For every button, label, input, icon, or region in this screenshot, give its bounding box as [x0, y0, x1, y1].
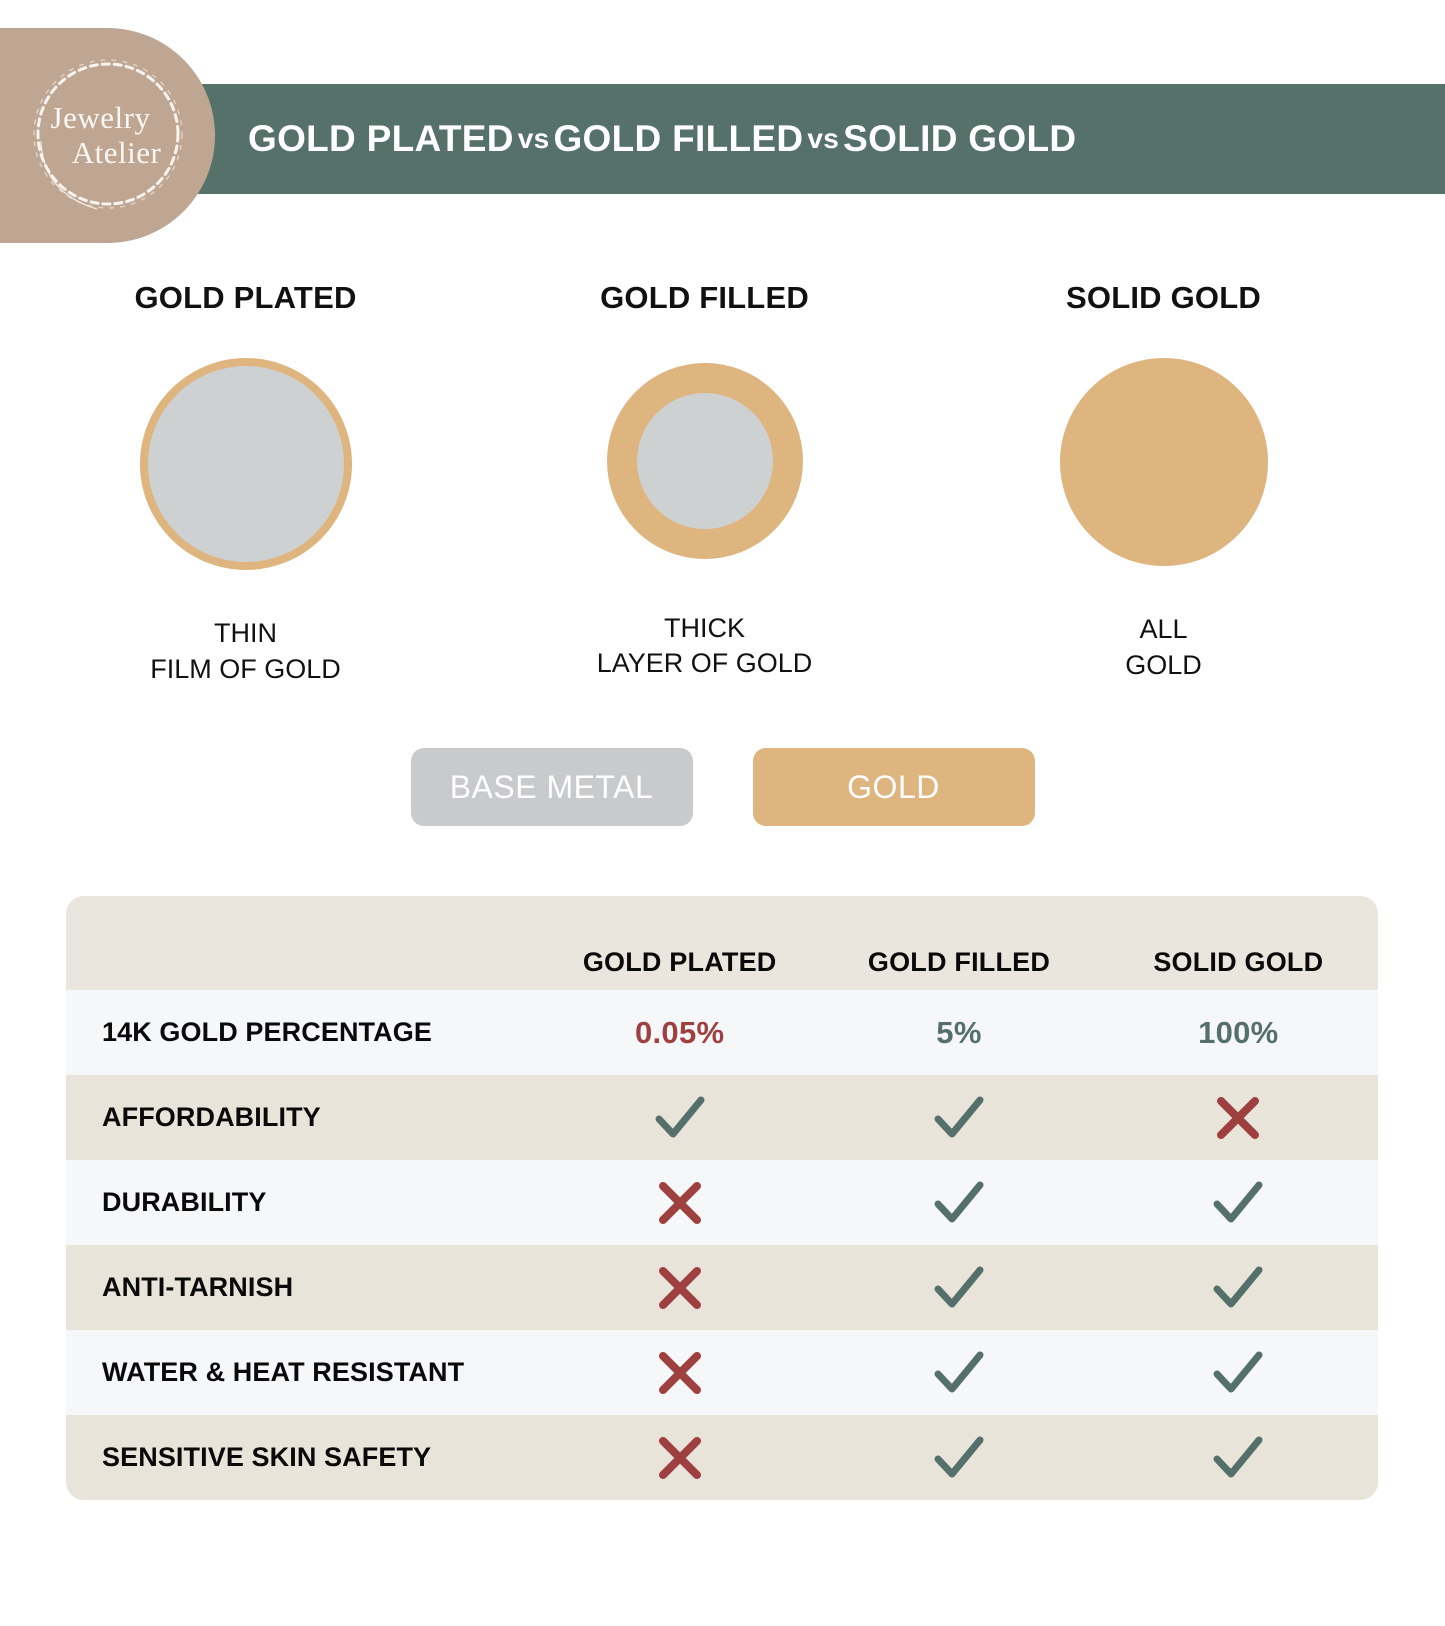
caption-line-1: THICK	[664, 612, 745, 643]
table-row: SENSITIVE SKIN SAFETY	[66, 1415, 1378, 1500]
row-label: SENSITIVE SKIN SAFETY	[102, 1442, 432, 1472]
check-icon	[934, 1096, 984, 1137]
caption-line-2: LAYER OF GOLD	[596, 648, 813, 679]
title-segment-2: GOLD FILLED	[553, 118, 804, 159]
check-icon	[1213, 1266, 1263, 1307]
check-icon	[934, 1181, 984, 1222]
page-title: GOLD PLATED vs GOLD FILLED vs SOLID GOLD	[248, 84, 1398, 194]
table-cell	[1099, 1075, 1378, 1160]
percentage-value: 0.05%	[634, 1014, 725, 1050]
check-icon	[1213, 1436, 1263, 1477]
title-segment-1: GOLD PLATED	[248, 118, 514, 159]
diagram-gold-filled: GOLD FILLED THICK LAYER OF GOLD	[475, 262, 934, 682]
row-label: 14K GOLD PERCENTAGE	[102, 1017, 432, 1047]
title-vs-1: vs	[517, 123, 550, 154]
diagram-solid-gold: SOLID GOLD ALL GOLD	[934, 262, 1393, 682]
comparison-table: GOLD PLATED GOLD FILLED SOLID GOLD 14K GOLD…	[66, 896, 1378, 1500]
cross-icon	[658, 1266, 701, 1309]
header-green-bar	[128, 84, 1445, 194]
caption-line-1: THIN	[214, 618, 277, 648]
page-header: GOLD PLATED vs GOLD FILLED vs SOLID GOLD…	[0, 0, 1445, 248]
solid-gold-disc-icon	[1059, 358, 1268, 566]
thick-gold-ring-icon	[606, 363, 803, 560]
check-icon	[934, 1436, 984, 1477]
caption-line-2: GOLD	[1125, 649, 1202, 680]
cross-icon	[658, 1351, 701, 1394]
check-icon	[655, 1096, 705, 1137]
table-cell	[819, 1075, 1098, 1160]
legend: BASE METAL GOLD	[0, 742, 1445, 832]
caption-line-2: FILM OF GOLD	[150, 653, 341, 684]
table-row: ANTI-TARNISH	[66, 1245, 1378, 1330]
table-cell	[1099, 1160, 1378, 1245]
table-cell	[540, 1160, 819, 1245]
table-cell	[540, 1245, 819, 1330]
table-row: DURABILITY	[66, 1160, 1378, 1245]
circle-holder-gold-plated	[139, 358, 352, 570]
row-label: ANTI-TARNISH	[102, 1272, 294, 1302]
table-cell	[819, 1330, 1098, 1415]
row-label: DURABILITY	[102, 1187, 267, 1217]
table-cell	[1099, 1330, 1378, 1415]
percentage-value: 5%	[936, 1014, 982, 1050]
thin-gold-ring-icon	[139, 358, 352, 570]
circle-holder-gold-filled	[599, 358, 811, 565]
diagram-caption-gold-filled: THICK LAYER OF GOLD	[597, 611, 813, 682]
row-label: WATER & HEAT RESISTANT	[102, 1357, 465, 1387]
diagram-title-solid-gold: SOLID GOLD	[1066, 280, 1261, 315]
table-cell	[819, 1160, 1098, 1245]
title-segment-3: SOLID GOLD	[843, 118, 1077, 159]
percentage-value: 100%	[1198, 1014, 1279, 1050]
brand-logo[interactable]: Jewelry Atelier	[0, 28, 215, 243]
rope-circle-icon	[33, 59, 183, 210]
table-cell	[1099, 1245, 1378, 1330]
table-cell	[819, 1415, 1098, 1500]
check-icon	[1213, 1351, 1263, 1392]
check-icon	[1213, 1181, 1263, 1222]
table-header-3: SOLID GOLD	[1153, 947, 1324, 977]
cross-icon	[1217, 1096, 1260, 1139]
table-cell: 5%	[819, 990, 1098, 1075]
table-row: WATER & HEAT RESISTANT	[66, 1330, 1378, 1415]
table-cell: 100%	[1099, 990, 1378, 1075]
table-cell	[540, 1075, 819, 1160]
diagram-gold-plated: GOLD PLATED THIN FILM OF GOLD	[16, 262, 475, 684]
table-header-1: GOLD PLATED	[582, 947, 777, 977]
legend-item-gold: GOLD	[752, 748, 1035, 826]
table-cell	[1099, 1415, 1378, 1500]
diagram-caption-solid-gold: ALL GOLD	[1125, 612, 1202, 683]
circle-holder-solid-gold	[1058, 358, 1270, 566]
table-header-2: GOLD FILLED	[867, 947, 1051, 977]
caption-line-1: ALL	[1139, 614, 1188, 644]
title-vs-2: vs	[807, 123, 840, 154]
check-icon	[934, 1266, 984, 1307]
check-icon	[934, 1351, 984, 1392]
table-cell	[540, 1330, 819, 1415]
diagram-title-gold-plated: GOLD PLATED	[134, 280, 357, 315]
table-cell	[819, 1245, 1098, 1330]
table-header-row: GOLD PLATED GOLD FILLED SOLID GOLD	[66, 896, 1378, 990]
table-cell	[540, 1415, 819, 1500]
cross-icon	[658, 1181, 701, 1224]
table-cell: 0.05%	[540, 990, 819, 1075]
comparison-diagrams: GOLD PLATED THIN FILM OF GOLD GOLD FILLE…	[0, 262, 1445, 684]
cross-icon	[658, 1436, 701, 1479]
table-row: AFFORDABILITY	[66, 1075, 1378, 1160]
diagram-title-gold-filled: GOLD FILLED	[600, 280, 809, 315]
table-row: 14K GOLD PERCENTAGE 0.05% 5% 100%	[66, 990, 1378, 1075]
diagram-caption-gold-plated: THIN FILM OF GOLD	[150, 616, 341, 687]
legend-item-base-metal: BASE METAL	[410, 748, 693, 826]
row-label: AFFORDABILITY	[102, 1102, 321, 1132]
